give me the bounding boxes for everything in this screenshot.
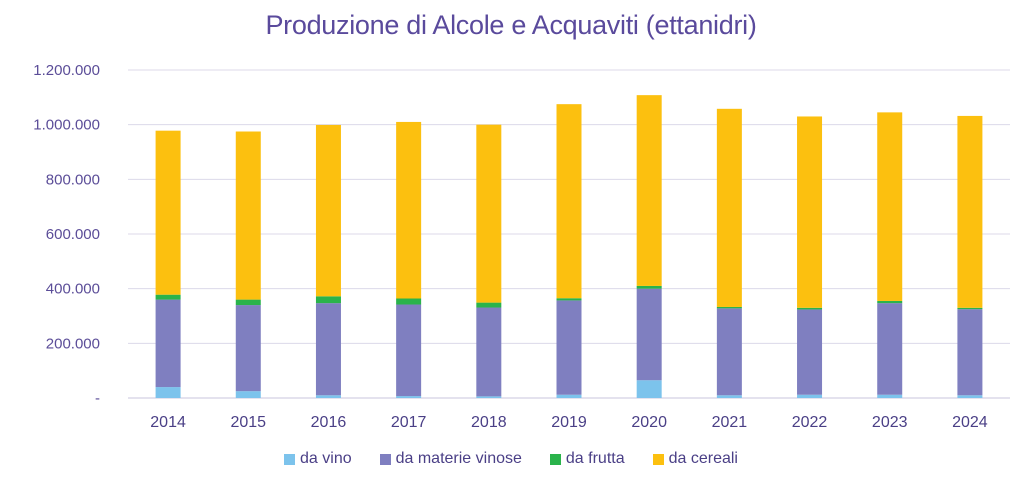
- bar-segment-da-cereali: [396, 121, 422, 299]
- legend-item: da materie vinose: [379, 450, 522, 468]
- bar-stack-2015: [235, 131, 261, 398]
- x-tick-label: 2014: [150, 414, 186, 431]
- bar-segment-da-vino: [155, 387, 181, 398]
- bar-segment-da-cereali: [716, 108, 742, 307]
- bar-segment-da-materie-vinose: [636, 288, 662, 381]
- bar-segment-da-cereali: [155, 130, 181, 295]
- bar-stack-2024: [957, 115, 983, 398]
- legend: da vino da materie vinose da frutta da cere…: [0, 450, 1022, 468]
- x-tick-label: 2017: [391, 414, 427, 431]
- x-tick-label: 2021: [712, 414, 748, 431]
- bar-stack-2014: [155, 130, 181, 398]
- legend-label: da vino: [300, 450, 352, 467]
- bar-segment-da-materie-vinose: [797, 309, 823, 395]
- bar-stack-2020: [636, 95, 662, 398]
- bar-stacks: [155, 95, 983, 398]
- bar-stack-2022: [797, 116, 823, 398]
- legend-label: da frutta: [565, 450, 625, 467]
- chart-title: Produzione di Alcole e Acquaviti (ettani…: [265, 10, 757, 40]
- bar-segment-da-vino: [556, 394, 582, 398]
- bar-segment-da-vino: [476, 396, 502, 398]
- bar-segment-da-cereali: [877, 112, 903, 301]
- bar-segment-da-materie-vinose: [476, 307, 502, 397]
- bar-segment-da-materie-vinose: [716, 308, 742, 396]
- bar-segment-da-frutta: [476, 302, 502, 308]
- x-tick-label: 2018: [471, 414, 507, 431]
- bar-segment-da-cereali: [235, 131, 261, 300]
- y-axis-ticks: - 200.000 400.000 600.000 800.000 1.000.000 1.…: [33, 62, 100, 407]
- legend-swatch: [549, 453, 561, 465]
- bar-stack-2023: [877, 112, 903, 398]
- y-tick-label: 1.000.000: [33, 117, 100, 134]
- bar-segment-da-vino: [877, 394, 903, 398]
- bar-segment-da-cereali: [315, 124, 341, 297]
- bar-stack-2019: [556, 104, 582, 398]
- bar-segment-da-frutta: [556, 298, 582, 301]
- legend-item: da vino: [284, 450, 352, 468]
- bar-segment-da-vino: [235, 391, 261, 398]
- bar-segment-da-cereali: [476, 124, 502, 303]
- chart-plot: - 200.000 400.000 600.000 800.000 1.000.000 1.…: [33, 62, 1010, 431]
- bar-segment-da-materie-vinose: [877, 303, 903, 395]
- bar-segment-da-vino: [396, 396, 422, 398]
- legend-swatch: [652, 453, 664, 465]
- legend-swatch: [284, 453, 296, 465]
- bar-segment-da-vino: [957, 395, 983, 398]
- legend-swatch: [379, 453, 391, 465]
- bar-stack-2021: [716, 108, 742, 398]
- bar-segment-da-cereali: [957, 115, 983, 308]
- bar-stack-2018: [476, 124, 502, 398]
- y-tick-label: 400.000: [46, 281, 100, 298]
- bar-segment-da-materie-vinose: [556, 300, 582, 395]
- bar-segment-da-cereali: [636, 95, 662, 286]
- bar-segment-da-frutta: [636, 285, 662, 289]
- x-axis-ticks: 2014 2015 2016 2017 2018 2019 2020 2021 2022 2023…: [150, 414, 988, 431]
- legend-item: da frutta: [549, 450, 625, 468]
- bar-segment-da-frutta: [155, 294, 181, 300]
- bar-stack-2017: [396, 121, 422, 398]
- x-tick-label: 2020: [631, 414, 667, 431]
- bar-segment-da-frutta: [396, 298, 422, 305]
- bar-segment-da-frutta: [716, 306, 742, 309]
- x-tick-label: 2015: [230, 414, 266, 431]
- bar-segment-da-materie-vinose: [957, 309, 983, 396]
- bar-segment-da-vino: [636, 380, 662, 398]
- bar-segment-da-cereali: [797, 116, 823, 308]
- bar-segment-da-frutta: [877, 300, 903, 304]
- bar-segment-da-frutta: [957, 307, 983, 310]
- bar-segment-da-cereali: [556, 104, 582, 299]
- bar-segment-da-frutta: [235, 299, 261, 306]
- bar-segment-da-materie-vinose: [396, 304, 422, 397]
- y-tick-label: 600.000: [46, 226, 100, 243]
- legend-label: da cereali: [668, 450, 738, 467]
- bar-segment-da-frutta: [315, 296, 341, 304]
- x-tick-label: 2023: [872, 414, 908, 431]
- bar-segment-da-materie-vinose: [315, 303, 341, 396]
- bar-segment-da-materie-vinose: [155, 299, 181, 388]
- y-tick-label: 200.000: [46, 335, 100, 352]
- x-tick-label: 2022: [792, 414, 828, 431]
- x-tick-label: 2016: [311, 414, 347, 431]
- legend-label: da materie vinose: [395, 450, 522, 467]
- y-tick-label: 1.200.000: [33, 62, 100, 79]
- bar-segment-da-materie-vinose: [235, 305, 261, 392]
- bar-segment-da-vino: [797, 394, 823, 398]
- bar-stack-2016: [315, 124, 341, 398]
- x-tick-label: 2019: [551, 414, 587, 431]
- bar-segment-da-vino: [315, 395, 341, 398]
- x-tick-label: 2024: [952, 414, 988, 431]
- y-tick-label: -: [95, 390, 100, 407]
- bar-segment-da-frutta: [797, 307, 823, 310]
- y-tick-label: 800.000: [46, 171, 100, 188]
- bar-segment-da-vino: [716, 395, 742, 398]
- legend-item: da cereali: [652, 450, 738, 468]
